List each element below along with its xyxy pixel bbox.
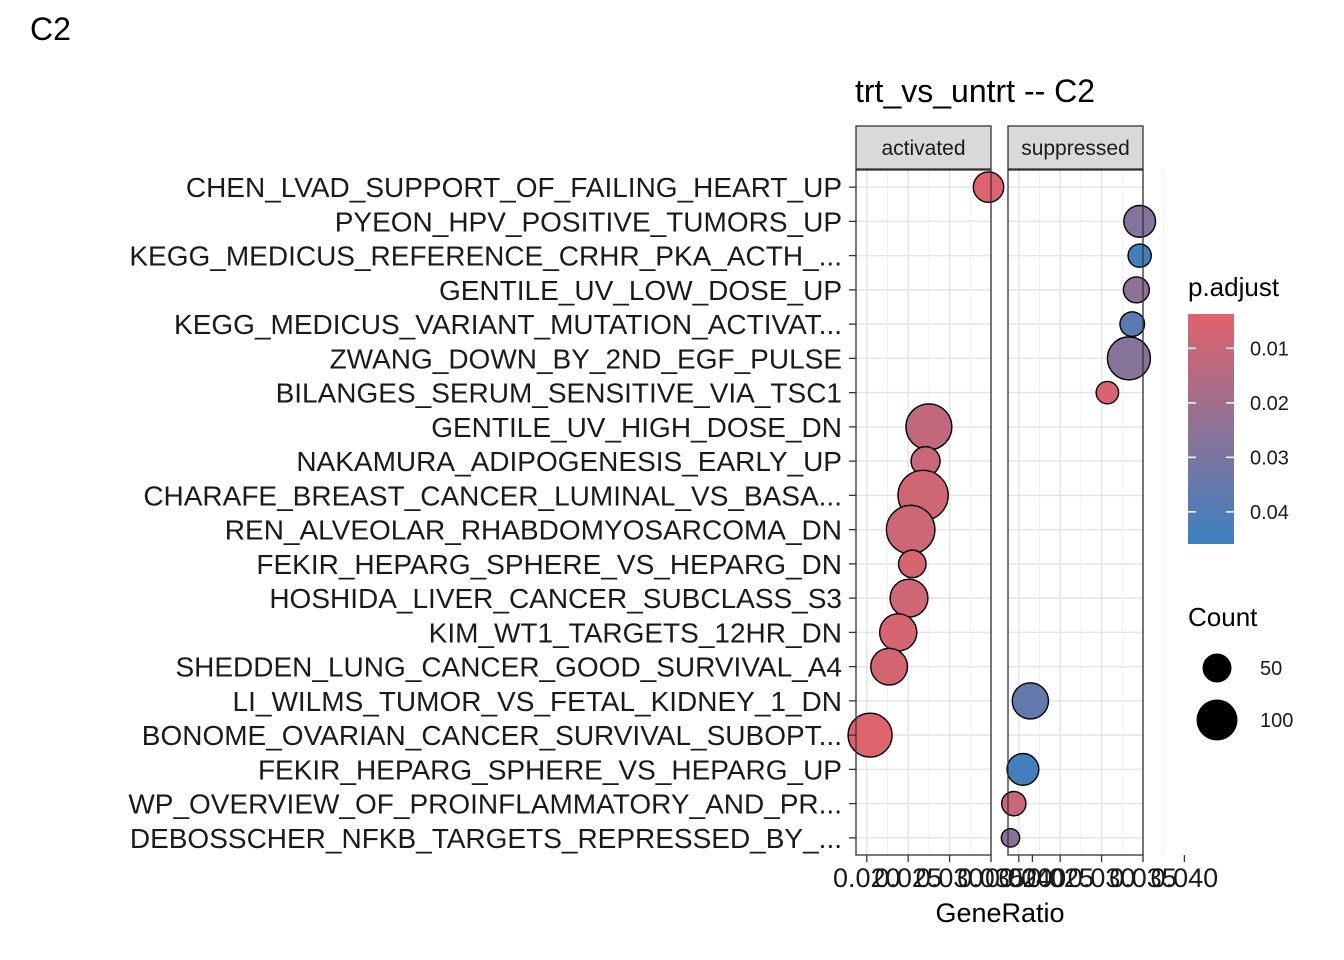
data-point (1122, 276, 1151, 304)
y-axis: CHEN_LVAD_SUPPORT_OF_FAILING_HEART_UPPYE… (128, 172, 856, 854)
y-tick-label: GENTILE_UV_LOW_DOSE_UP (439, 275, 842, 306)
y-tick-label: LI_WILMS_TUMOR_VS_FETAL_KIDNEY_1_DN (233, 686, 842, 717)
y-tick-label: REN_ALVEOLAR_RHABDOMYOSARCOMA_DN (225, 515, 842, 546)
y-tick-label: KIM_WT1_TARGETS_12HR_DN (429, 617, 842, 648)
size-legend-label: 100 (1260, 710, 1293, 732)
legend-padjust-colorbar (1188, 314, 1234, 544)
x-tick-label: 0.025 (1026, 863, 1094, 893)
panel-background (1008, 170, 1143, 855)
legend-padjust-ticks: 0.01 0.02 0.03 0.04 (1188, 338, 1289, 524)
facet-strip-suppressed (1007, 125, 1144, 170)
y-tick-label: CHARAFE_BREAST_CANCER_LUMINAL_VS_BASA... (143, 480, 842, 511)
facet-strip-activated (855, 125, 992, 170)
data-point (1000, 828, 1021, 848)
y-tick-label: FEKIR_HEPARG_SPHERE_VS_HEPARG_UP (258, 754, 842, 785)
y-tick-label: GENTILE_UV_HIGH_DOSE_DN (431, 412, 842, 443)
y-tick-label: WP_OVERVIEW_OF_PROINFLAMMATORY_AND_PR... (128, 789, 842, 820)
colorbar-tick-label: 0.02 (1250, 393, 1289, 415)
data-point (1006, 752, 1040, 786)
data-point (885, 504, 936, 555)
data-point (1127, 243, 1152, 268)
legend-padjust-title: p.adjust (1188, 272, 1280, 302)
y-tick-label: FEKIR_HEPARG_SPHERE_VS_HEPARG_DN (256, 549, 842, 580)
panel-border (1007, 169, 1144, 856)
colorbar-tick-label: 0.03 (1250, 447, 1289, 469)
panel-border (855, 169, 992, 856)
chart-title: trt_vs_untrt -- C2 (855, 73, 1095, 109)
facet-label-suppressed: suppressed (1021, 137, 1130, 160)
x-tick-label: 0.025 (874, 863, 942, 893)
y-tick-label: NAKAMURA_ADIPOGENESIS_EARLY_UP (296, 446, 842, 477)
y-tick-label: SHEDDEN_LUNG_CANCER_GOOD_SURVIVAL_A4 (175, 652, 842, 683)
x-tick-label: 0.040 (999, 863, 1067, 893)
x-tick-label: 0.020 (833, 863, 901, 893)
data-point (1095, 380, 1120, 405)
y-tick-label: KEGG_MEDICUS_VARIANT_MUTATION_ACTIVAT... (174, 309, 842, 340)
data-point (870, 647, 909, 686)
x-axis-title: GeneRatio (935, 898, 1064, 928)
corner-label: C2 (30, 11, 71, 47)
x-tick-label: 0.030 (916, 863, 984, 893)
facet-label-activated: activated (881, 137, 965, 160)
x-tick-label: 0.030 (1068, 863, 1136, 893)
data-point (1123, 204, 1157, 238)
y-tick-label: HOSHIDA_LIVER_CANCER_SUBCLASS_S3 (269, 583, 842, 614)
data-point (1000, 790, 1027, 817)
y-tick-label: ZWANG_DOWN_BY_2ND_EGF_PULSE (330, 343, 842, 374)
size-legend-key (1202, 653, 1232, 683)
size-legend-label: 50 (1260, 658, 1282, 680)
data-point (1106, 336, 1152, 381)
data-point (897, 549, 927, 579)
data-point (905, 403, 953, 451)
x-tick-label: 0.035 (957, 863, 1025, 893)
y-tick-label: BILANGES_SERUM_SENSITIVE_VIA_TSC1 (276, 378, 842, 409)
x-tick-label: 0.035 (1109, 863, 1177, 893)
x-tick-label: 0.020 (985, 863, 1053, 893)
y-tick-label: BONOME_OVARIAN_CANCER_SURVIVAL_SUBOPT... (142, 720, 842, 751)
y-tick-label: DEBOSSCHER_NFKB_TARGETS_REPRESSED_BY_... (130, 823, 842, 854)
panel-suppressed (1000, 169, 1165, 856)
x-tick-label: 0.040 (1151, 863, 1219, 893)
legend-count-keys: 50 100 (1196, 653, 1293, 741)
data-point (1011, 682, 1050, 720)
data-point (1119, 311, 1146, 338)
data-point (889, 578, 929, 618)
y-tick-label: PYEON_HPV_POSITIVE_TUMORS_UP (335, 206, 842, 237)
panel-activated (847, 169, 1013, 856)
y-tick-label: CHEN_LVAD_SUPPORT_OF_FAILING_HEART_UP (186, 172, 842, 203)
y-tick-label: KEGG_MEDICUS_REFERENCE_CRHR_PKA_ACTH_... (129, 241, 842, 272)
colorbar-tick-label: 0.01 (1250, 338, 1289, 360)
colorbar-tick-label: 0.04 (1250, 502, 1289, 524)
size-legend-key (1196, 699, 1238, 741)
data-point (972, 171, 1005, 204)
legend-count-title: Count (1188, 602, 1258, 632)
data-point (847, 712, 893, 758)
data-point (878, 613, 918, 652)
